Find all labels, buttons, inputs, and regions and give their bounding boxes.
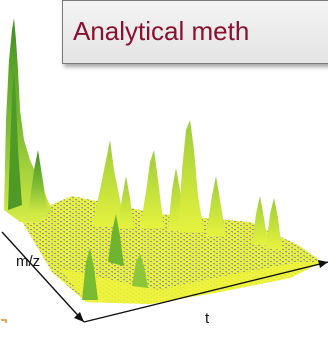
t-axis-label: t [205,310,210,327]
slide-title: Analytical meth [73,16,250,46]
peak-front-2 [82,248,98,300]
peak-front-1 [108,214,124,266]
t-axis-arrow [318,260,328,268]
peak-mid-5 [178,120,204,232]
slide-title-box: Analytical meth [62,0,328,64]
peak-mid-1 [92,140,126,228]
corner-mark [1,319,7,323]
surface-front-ridge [60,262,322,304]
peak-right-2 [266,198,282,250]
mz-axis-label: m/z [16,253,41,270]
t-axis-line [83,261,328,323]
mz-axis-line [1,231,85,323]
peak-mid-3 [140,150,164,228]
mz-axis-arrow [74,312,84,322]
peak-front-3 [132,254,148,288]
peak-right-1 [252,196,268,246]
peak-left-1 [28,150,48,215]
peak-mid-6 [206,176,226,236]
main-peak-secondary [8,70,22,210]
peak-mid-2 [118,176,134,228]
